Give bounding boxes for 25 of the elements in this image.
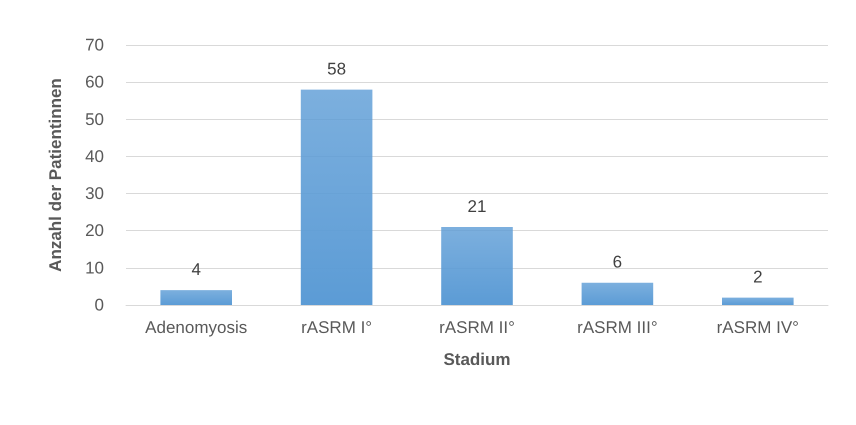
- y-tick-label: 0: [94, 296, 104, 314]
- y-tick-label: 20: [85, 221, 104, 240]
- data-label: 4: [191, 260, 201, 280]
- bar: [441, 227, 513, 305]
- y-axis-title: Anzahl der Patientinnen: [46, 78, 65, 272]
- y-tick-label: 40: [85, 146, 104, 166]
- x-tick-label: rASRM II°: [439, 318, 515, 337]
- data-label: 21: [468, 197, 486, 216]
- bar: [160, 290, 232, 305]
- x-tick-label: rASRM III°: [577, 318, 658, 337]
- y-tick-label: 10: [85, 258, 104, 278]
- bar: [300, 90, 372, 305]
- y-tick-label: 50: [85, 110, 104, 129]
- x-tick-label: rASRM I°: [301, 318, 372, 337]
- data-label: 58: [327, 60, 346, 79]
- y-tick-label: 30: [85, 184, 104, 204]
- bar: [582, 282, 654, 305]
- bar: [722, 298, 794, 305]
- x-axis-title: Stadium: [443, 350, 511, 369]
- x-tick-label: Adenomyosis: [145, 318, 248, 337]
- y-tick-label: 70: [85, 36, 104, 54]
- data-label: 2: [753, 268, 763, 287]
- data-label: 6: [612, 252, 622, 272]
- y-tick-label: 60: [85, 72, 104, 92]
- x-tick-label: rASRM IV°: [716, 318, 799, 337]
